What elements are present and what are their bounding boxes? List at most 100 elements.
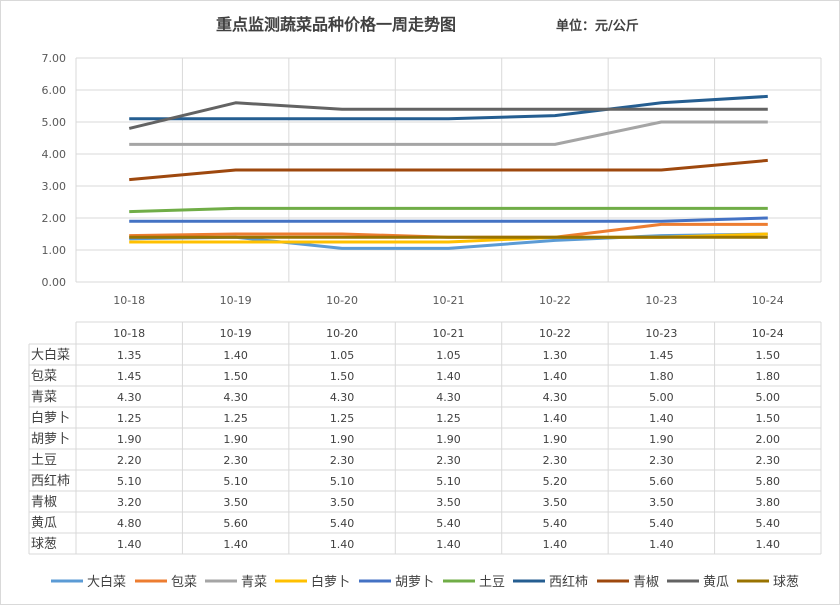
table-cell: 4.30: [330, 391, 355, 404]
table-cell: 1.05: [436, 349, 461, 362]
x-tick-label: 10-22: [539, 294, 571, 307]
table-header-cell: 10-19: [220, 327, 252, 340]
y-tick-label: 2.00: [42, 212, 67, 225]
table-row-label: 白萝卜: [31, 410, 70, 426]
table-cell: 5.40: [756, 517, 781, 530]
table-cell: 1.35: [117, 349, 142, 362]
table-cell: 1.25: [117, 412, 142, 425]
table-cell: 1.40: [436, 538, 461, 551]
table-cell: 5.40: [543, 517, 568, 530]
unit-label: 单位：元/公斤: [556, 18, 639, 34]
table-cell: 1.25: [223, 412, 248, 425]
table-cell: 1.25: [436, 412, 461, 425]
table-cell: 1.80: [756, 370, 781, 383]
legend-label: 球葱: [773, 575, 799, 590]
table-cell: 3.50: [436, 496, 461, 509]
y-tick-label: 0.00: [42, 276, 67, 289]
legend-label: 西红柿: [549, 574, 588, 590]
table-cell: 1.30: [543, 349, 568, 362]
table-cell: 2.30: [543, 454, 568, 467]
table-cell: 5.40: [330, 517, 355, 530]
table-cell: 2.00: [756, 433, 781, 446]
y-tick-label: 1.00: [42, 244, 67, 257]
table-row-label: 球葱: [31, 537, 57, 552]
series-line-黄瓜: [128, 101, 768, 130]
legend-label: 青椒: [633, 575, 659, 590]
table-cell: 4.30: [543, 391, 568, 404]
table-cell: 2.30: [756, 454, 781, 467]
table-cell: 1.45: [117, 370, 142, 383]
table-cell: 5.00: [649, 391, 674, 404]
table-cell: 1.40: [649, 538, 674, 551]
table-header-cell: 10-20: [326, 327, 358, 340]
y-tick-label: 4.00: [42, 148, 67, 161]
table-cell: 1.40: [223, 538, 248, 551]
table-row-label: 青菜: [31, 390, 57, 405]
y-tick-label: 7.00: [42, 52, 67, 65]
table-cell: 5.60: [223, 517, 248, 530]
legend-label: 土豆: [479, 575, 505, 590]
x-tick-label: 10-21: [433, 294, 465, 307]
table-row-label: 胡萝卜: [31, 432, 70, 447]
y-tick-label: 3.00: [42, 180, 67, 193]
x-tick-label: 10-20: [326, 294, 358, 307]
table-cell: 3.50: [223, 496, 248, 509]
table-cell: 1.25: [330, 412, 355, 425]
table-cell: 1.80: [649, 370, 674, 383]
y-tick-label: 5.00: [42, 116, 67, 129]
table-cell: 3.50: [649, 496, 674, 509]
table-cell: 1.40: [436, 370, 461, 383]
x-tick-label: 10-23: [645, 294, 677, 307]
x-tick-label: 10-19: [220, 294, 252, 307]
table-cell: 1.45: [649, 349, 674, 362]
chart-title: 重点监测蔬菜品种价格一周走势图: [216, 15, 456, 34]
table-cell: 5.10: [223, 475, 248, 488]
series-line-青菜: [129, 120, 768, 146]
table-cell: 2.30: [330, 454, 355, 467]
table-cell: 1.40: [756, 538, 781, 551]
series-line-西红柿: [129, 94, 768, 121]
table-cell: 5.40: [649, 517, 674, 530]
table-row-label: 黄瓜: [31, 516, 57, 531]
table-cell: 5.10: [330, 475, 355, 488]
table-cell: 3.50: [543, 496, 568, 509]
table-header-cell: 10-22: [539, 327, 571, 340]
table-cell: 1.40: [543, 412, 568, 425]
table-cell: 1.05: [330, 349, 355, 362]
table-cell: 5.80: [756, 475, 781, 488]
table-header-cell: 10-23: [645, 327, 677, 340]
table-cell: 5.10: [117, 475, 142, 488]
table-cell: 1.40: [543, 370, 568, 383]
legend-label: 胡萝卜: [395, 575, 434, 590]
table-cell: 1.40: [649, 412, 674, 425]
table-header-cell: 10-18: [113, 327, 145, 340]
table-cell: 1.50: [330, 370, 355, 383]
legend-label: 青菜: [241, 575, 267, 590]
table-cell: 3.80: [756, 496, 781, 509]
table-cell: 1.40: [117, 538, 142, 551]
table-cell: 2.30: [649, 454, 674, 467]
x-tick-label: 10-24: [752, 294, 784, 307]
table-header-cell: 10-24: [752, 327, 784, 340]
table-cell: 4.30: [436, 391, 461, 404]
table-cell: 5.40: [436, 517, 461, 530]
table-row-label: 大白菜: [31, 347, 70, 363]
table-cell: 2.30: [223, 454, 248, 467]
table-header-cell: 10-21: [433, 327, 465, 340]
table-cell: 1.90: [330, 433, 355, 446]
table-cell: 3.50: [330, 496, 355, 509]
table-cell: 2.20: [117, 454, 142, 467]
table-cell: 2.30: [436, 454, 461, 467]
table-row-label: 西红柿: [31, 473, 70, 489]
table-cell: 1.90: [649, 433, 674, 446]
table-cell: 1.50: [223, 370, 248, 383]
table-cell: 5.00: [756, 391, 781, 404]
legend-label: 包菜: [171, 575, 197, 590]
table-cell: 1.90: [543, 433, 568, 446]
table-cell: 1.40: [330, 538, 355, 551]
table-cell: 4.30: [223, 391, 248, 404]
table-cell: 5.60: [649, 475, 674, 488]
table-cell: 1.90: [436, 433, 461, 446]
